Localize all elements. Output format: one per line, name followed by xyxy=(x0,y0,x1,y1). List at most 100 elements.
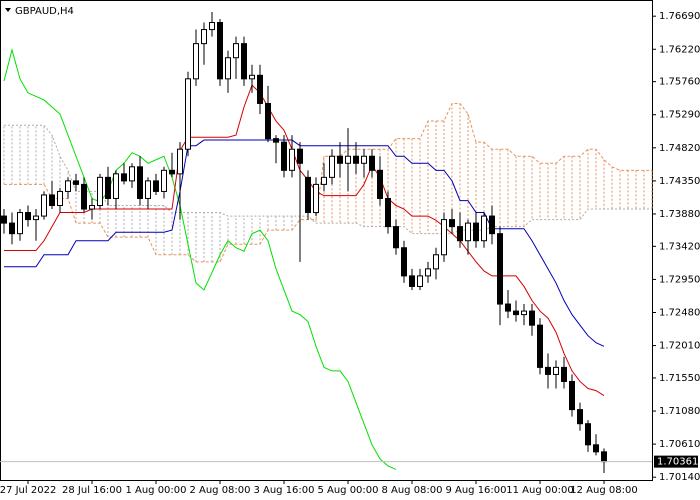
candle-body xyxy=(249,74,255,80)
candle-body xyxy=(121,173,127,182)
candle-body xyxy=(177,148,183,175)
candle-body xyxy=(265,102,271,140)
candle-body xyxy=(393,226,399,249)
candle-body xyxy=(417,275,423,287)
y-tick-label: 1.73880 xyxy=(659,209,700,220)
candle-body xyxy=(225,57,231,80)
x-tick-label: 12 Aug 08:00 xyxy=(570,485,637,496)
y-tick-label: 1.72010 xyxy=(659,341,700,352)
candle-body xyxy=(81,183,87,210)
candle-body xyxy=(361,155,367,164)
y-tick-label: 1.70610 xyxy=(659,439,700,450)
candle-body xyxy=(497,233,503,305)
candle-body xyxy=(105,176,111,199)
kijun-sen xyxy=(4,139,605,347)
y-tick-label: 1.70140 xyxy=(659,472,700,483)
x-tick-label: 9 Aug 16:00 xyxy=(445,485,506,496)
senkou-span-b xyxy=(4,124,652,235)
candle-body xyxy=(241,43,247,80)
candle-body xyxy=(585,423,591,446)
x-tick-label: 8 Aug 08:00 xyxy=(381,485,442,496)
tenkan-sen xyxy=(4,84,605,396)
candle-body xyxy=(513,310,519,316)
candle-body xyxy=(217,22,223,80)
x-tick-label: 2 Aug 08:00 xyxy=(189,485,250,496)
x-tick-label: 5 Aug 00:00 xyxy=(317,485,378,496)
candle-body xyxy=(505,303,511,312)
candle-body xyxy=(89,205,95,210)
y-tick-label: 1.71080 xyxy=(659,406,700,417)
candle-body xyxy=(313,183,319,214)
candle-body xyxy=(329,155,335,178)
candle-body xyxy=(465,222,471,242)
candle-body xyxy=(481,215,487,242)
candle-body xyxy=(553,366,559,375)
x-tick-label: 11 Aug 00:00 xyxy=(506,485,573,496)
candle-body xyxy=(345,155,351,164)
candle-body xyxy=(569,380,575,411)
candle-body xyxy=(137,166,143,199)
candle-body xyxy=(401,247,407,277)
candle-body xyxy=(593,444,599,453)
candle-body xyxy=(65,180,71,192)
candle-body xyxy=(73,180,79,185)
candle-body xyxy=(305,176,311,214)
chikou-span xyxy=(3,48,397,470)
x-tick-label: 27 Jul 2022 xyxy=(0,485,56,496)
candle-body xyxy=(337,155,343,164)
candle-body xyxy=(161,169,167,192)
candle-body xyxy=(169,169,175,175)
candle-body xyxy=(185,78,191,150)
candle-body xyxy=(193,43,199,80)
y-tick-label: 1.76220 xyxy=(659,44,700,55)
candle-body xyxy=(145,180,151,199)
y-tick-label: 1.72950 xyxy=(659,274,700,285)
candle-body xyxy=(113,173,119,199)
candle-body xyxy=(289,148,295,171)
y-tick-label: 1.75290 xyxy=(659,110,700,121)
menu-arrow[interactable] xyxy=(5,8,11,12)
x-tick-label: 3 Aug 16:00 xyxy=(253,485,314,496)
y-tick-label: 1.76690 xyxy=(659,11,700,22)
last-price-label: 1.70361 xyxy=(657,457,698,468)
candle-body xyxy=(41,194,47,217)
candle-body xyxy=(377,169,383,199)
candle-body xyxy=(489,215,495,235)
candle-body xyxy=(129,166,135,182)
candle-body xyxy=(449,219,455,228)
candle-body xyxy=(25,212,31,221)
candle-body xyxy=(209,22,215,31)
last-price-box xyxy=(654,455,698,468)
candle-body xyxy=(49,194,55,207)
candle-body xyxy=(601,451,607,463)
candle-body xyxy=(433,254,439,270)
candle-body xyxy=(233,43,239,59)
y-tick-label: 1.74820 xyxy=(659,143,700,154)
candle-body xyxy=(57,190,63,207)
candle-body xyxy=(545,366,551,375)
candle-body xyxy=(201,29,207,45)
candle-body xyxy=(385,197,391,228)
candle-body xyxy=(473,222,479,242)
y-tick-label: 1.72480 xyxy=(659,307,700,318)
candle-body xyxy=(17,212,23,235)
candle-body xyxy=(257,74,263,104)
candle-body xyxy=(153,180,159,192)
candle-body xyxy=(369,155,375,171)
candle-body xyxy=(33,215,39,221)
candle-body xyxy=(297,148,303,164)
candle-body xyxy=(577,409,583,425)
y-tick-label: 1.71550 xyxy=(659,373,700,384)
candle-body xyxy=(273,138,279,143)
candle-body xyxy=(441,219,447,256)
candle-body xyxy=(281,141,287,171)
candle-body xyxy=(537,324,543,368)
candle-body xyxy=(521,310,527,316)
candle-body xyxy=(409,275,415,287)
candle-body xyxy=(561,366,567,382)
y-tick-label: 1.74350 xyxy=(659,176,700,187)
plot-frame xyxy=(0,0,653,481)
candle-body xyxy=(353,155,359,164)
candle-body xyxy=(9,222,15,235)
